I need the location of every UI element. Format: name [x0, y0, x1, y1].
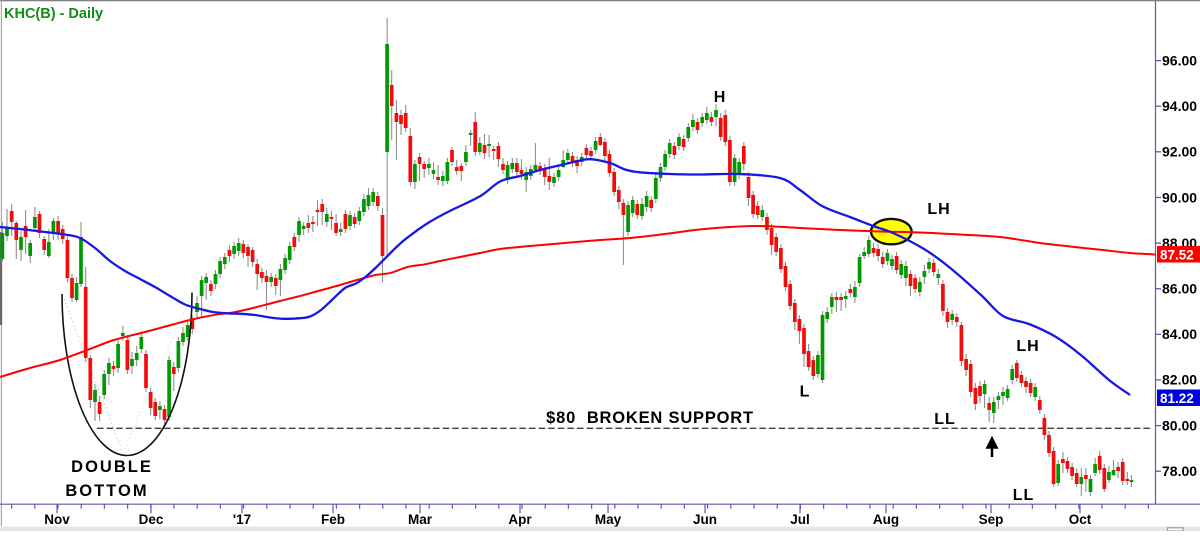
svg-text:DOUBLE: DOUBLE: [71, 458, 153, 476]
svg-text:Aug: Aug: [873, 512, 899, 527]
svg-text:Jul: Jul: [790, 512, 810, 527]
svg-text:Jun: Jun: [693, 512, 717, 527]
svg-text:94.00: 94.00: [1162, 98, 1197, 114]
svg-text:90.00: 90.00: [1162, 189, 1197, 205]
svg-text:LL: LL: [934, 411, 956, 428]
svg-text:84.00: 84.00: [1162, 326, 1197, 342]
svg-text:BOTTOM: BOTTOM: [65, 482, 148, 500]
svg-text:96.00: 96.00: [1162, 52, 1197, 68]
svg-text:82.00: 82.00: [1162, 372, 1197, 388]
svg-text:May: May: [595, 512, 622, 527]
svg-text:Oct: Oct: [1069, 512, 1092, 527]
svg-text:LL: LL: [1013, 487, 1035, 504]
svg-text:Feb: Feb: [321, 512, 345, 527]
svg-text:86.00: 86.00: [1162, 281, 1197, 297]
svg-text:KHC(B) - Daily: KHC(B) - Daily: [4, 6, 103, 22]
svg-text:L: L: [800, 384, 810, 401]
svg-text:LH: LH: [927, 201, 950, 218]
svg-text:LH: LH: [1016, 338, 1039, 355]
svg-text:81.22: 81.22: [1160, 391, 1194, 406]
svg-text:Dec: Dec: [139, 512, 164, 527]
svg-text:H: H: [714, 89, 726, 106]
svg-text:78.00: 78.00: [1162, 463, 1197, 479]
svg-text:'17: '17: [233, 512, 251, 527]
svg-text:Apr: Apr: [508, 512, 532, 527]
svg-text:$80 BROKEN SUPPORT: $80 BROKEN SUPPORT: [546, 409, 754, 427]
svg-text:80.00: 80.00: [1162, 417, 1197, 433]
svg-text:Nov: Nov: [44, 512, 70, 527]
svg-text:87.52: 87.52: [1160, 248, 1194, 263]
svg-text:Sep: Sep: [979, 512, 1004, 527]
svg-text:Mar: Mar: [408, 512, 433, 527]
svg-text:92.00: 92.00: [1162, 144, 1197, 160]
